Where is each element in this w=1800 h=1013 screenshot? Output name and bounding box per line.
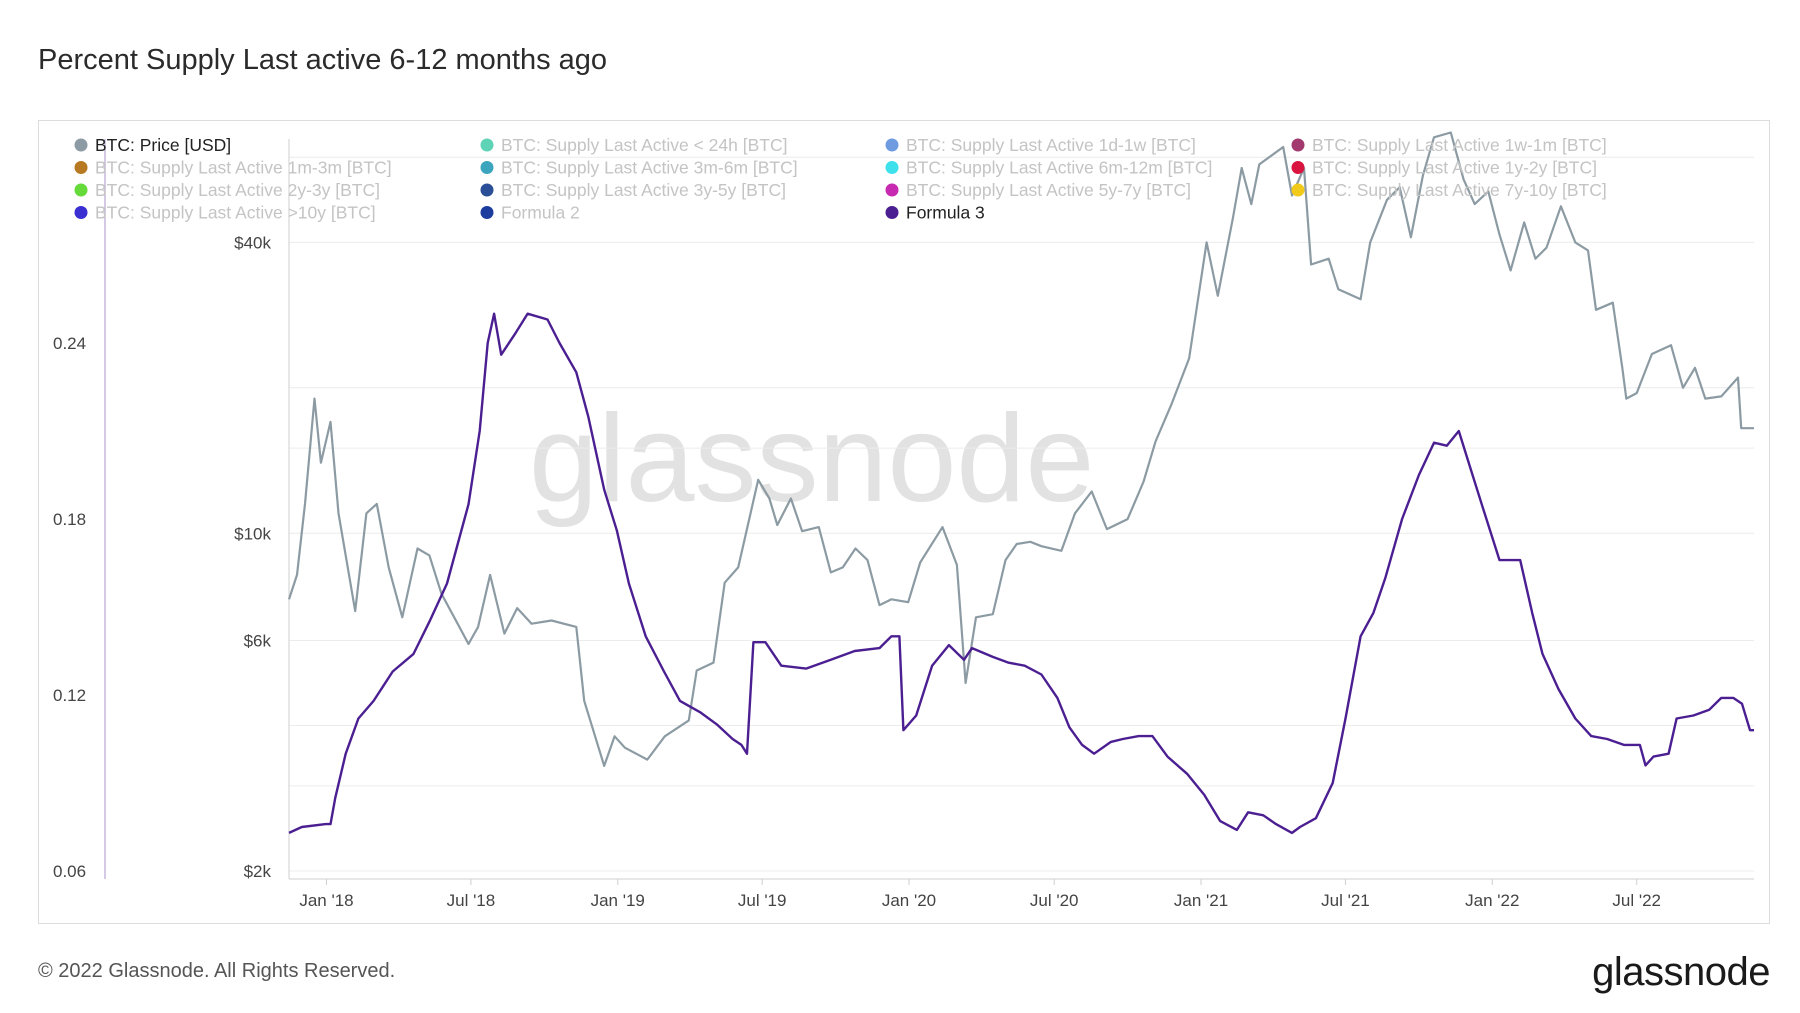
axes: 0.06 0.12 0.18 0.24 $2k $6k $10k $40k Jan '18 Jul… [53,139,1754,910]
glassnode-logo[interactable]: glassnode [1592,950,1770,994]
legend-marker-icon [1291,161,1305,174]
x-axis-tick-label: Jan '21 [1174,891,1228,910]
x-axis-tick-label: Jul '22 [1612,891,1661,910]
legend-marker-icon [480,206,494,219]
chart-frame: glassnode 0.06 0.12 0.18 0.24 $2k $6k $10k $40k… [38,120,1770,924]
x-axis-tick-label: Jan '22 [1465,891,1519,910]
legend-label: BTC: Supply Last Active 3y-5y [BTC] [501,180,786,200]
legend-item[interactable]: BTC: Supply Last Active 1d-1w [BTC] [885,135,1196,155]
legend-marker-icon [480,138,494,152]
legend-marker-icon [885,183,899,197]
legend-marker-icon [1291,183,1305,197]
legend-item[interactable]: Formula 2 [480,203,580,223]
legend-item[interactable]: BTC: Supply Last Active 6m-12m [BTC] [885,158,1213,178]
legend-item[interactable]: BTC: Supply Last Active 1w-1m [BTC] [1291,135,1607,155]
legend-marker-icon [480,183,494,197]
series-line-btc-price[interactable] [287,131,1754,767]
series-line-formula-3[interactable] [288,312,1754,835]
x-axis-tick-label: Jul '20 [1030,891,1079,910]
legend-marker-icon [885,161,899,174]
legend-marker-icon [74,161,88,174]
price-axis-tick-label: $2k [244,862,272,881]
legend-item[interactable]: Formula 3 [885,203,985,223]
legend-label: Formula 2 [501,203,580,223]
legend-item[interactable]: BTC: Supply Last Active 7y-10y [BTC] [1291,180,1607,200]
legend-label: BTC: Supply Last Active 1w-1m [BTC] [1312,135,1607,155]
x-axis-tick-label: Jul '18 [447,891,496,910]
legend-marker-icon [480,161,494,174]
x-axis-tick-label: Jul '19 [738,891,787,910]
legend-item[interactable]: BTC: Supply Last Active 1y-2y [BTC] [1291,158,1597,178]
legend-item[interactable]: BTC: Supply Last Active 1m-3m [BTC] [74,158,392,178]
x-axis-tick-label: Jan '19 [591,891,645,910]
legend-item[interactable]: BTC: Supply Last Active >10y [BTC] [74,203,376,223]
legend-marker-icon [74,183,88,197]
chart[interactable]: glassnode 0.06 0.12 0.18 0.24 $2k $6k $10k $40k… [39,121,1771,925]
legend-marker-icon [1291,138,1305,152]
left-axis-tick-label: 0.12 [53,686,86,705]
grid-lines [289,156,1754,872]
legend-label: BTC: Supply Last Active 1m-3m [BTC] [95,158,392,178]
legend-item[interactable]: BTC: Price [USD] [74,135,232,155]
price-axis-tick-label: $40k [234,233,271,252]
legend-item[interactable]: BTC: Supply Last Active 3y-5y [BTC] [480,180,786,200]
legend-label: BTC: Price [USD] [95,135,231,155]
legend-item[interactable]: BTC: Supply Last Active 3m-6m [BTC] [480,158,798,178]
copyright-text: © 2022 Glassnode. All Rights Reserved. [38,960,396,982]
legend-item[interactable]: BTC: Supply Last Active 5y-7y [BTC] [885,180,1191,200]
legend-label: Formula 3 [906,203,985,223]
left-axis-tick-label: 0.06 [53,862,86,881]
legend-marker-icon [885,138,899,152]
legend-label: BTC: Supply Last Active 7y-10y [BTC] [1312,180,1607,200]
x-axis-tick-label: Jul '21 [1321,891,1370,910]
x-axis-tick-label: Jan '20 [882,891,936,910]
legend-label: BTC: Supply Last Active 5y-7y [BTC] [906,180,1191,200]
left-axis-tick-label: 0.18 [53,510,86,529]
price-axis-tick-label: $6k [244,631,272,650]
legend-marker-icon [74,206,88,219]
legend-label: BTC: Supply Last Active >10y [BTC] [95,203,376,223]
page-title: Percent Supply Last active 6-12 months a… [38,44,608,76]
x-axis-tick-label: Jan '18 [299,891,353,910]
legend-label: BTC: Supply Last Active 1d-1w [BTC] [906,135,1196,155]
legend-label: BTC: Supply Last Active 2y-3y [BTC] [95,180,380,200]
legend-marker-icon [885,206,899,219]
watermark-text: glassnode [529,390,1094,528]
legend-label: BTC: Supply Last Active < 24h [BTC] [501,135,787,155]
price-axis-tick-label: $10k [234,524,271,543]
left-axis-tick-label: 0.24 [53,334,86,353]
series-lines [287,131,1754,835]
legend-label: BTC: Supply Last Active 1y-2y [BTC] [1312,158,1597,178]
legend-marker-icon [74,138,88,152]
legend-item[interactable]: BTC: Supply Last Active 2y-3y [BTC] [74,180,380,200]
legend-label: BTC: Supply Last Active 3m-6m [BTC] [501,158,798,178]
legend-label: BTC: Supply Last Active 6m-12m [BTC] [906,158,1212,178]
legend: BTC: Price [USD] BTC: Supply Last Active … [74,135,1607,223]
legend-item[interactable]: BTC: Supply Last Active < 24h [BTC] [480,135,788,155]
